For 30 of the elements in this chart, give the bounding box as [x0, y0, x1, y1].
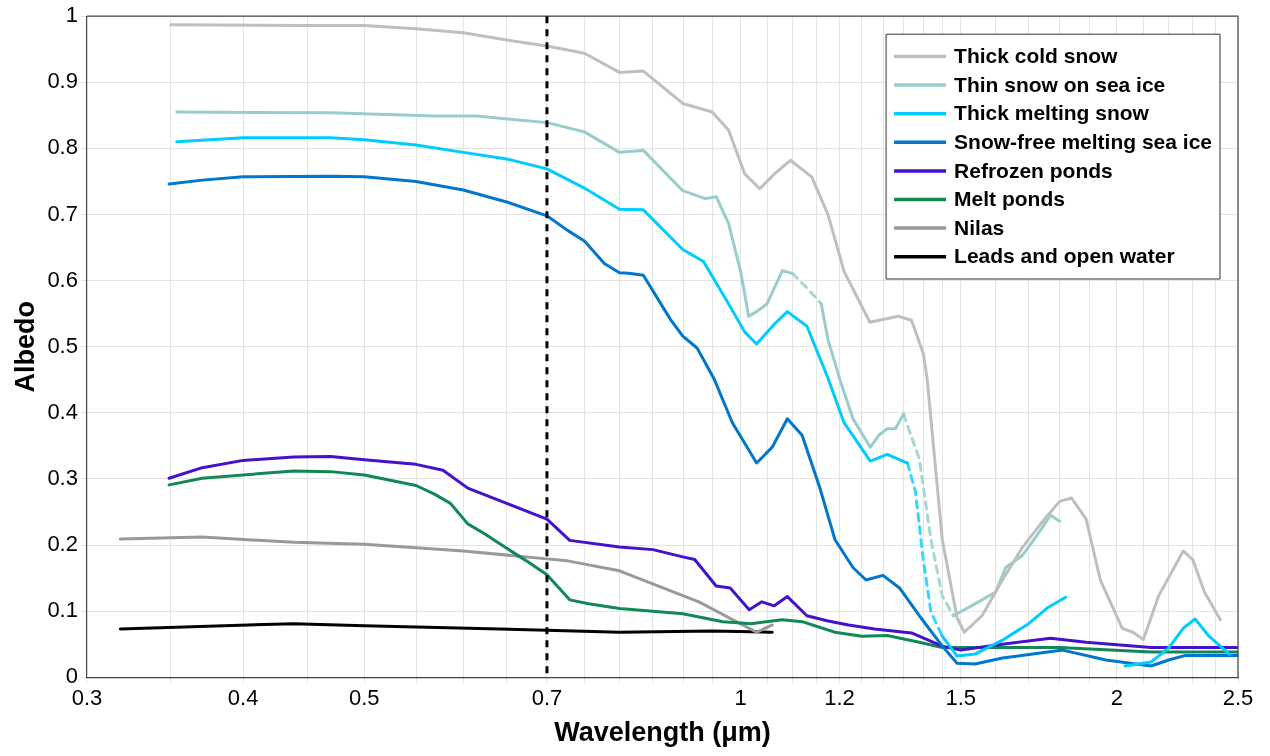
y-tick-label: 0.1: [47, 597, 78, 623]
x-tick-label: 0.7: [531, 685, 563, 711]
y-tick-label: 0.2: [47, 531, 78, 557]
y-axis-title: Albedo: [9, 300, 40, 393]
legend-label: Thick melting snow: [954, 101, 1150, 125]
legend-label: Leads and open water: [954, 244, 1175, 268]
legend-label: Refrozen ponds: [954, 158, 1113, 182]
x-tick-label: 1.5: [945, 685, 976, 711]
y-tick-label: 0: [65, 663, 78, 689]
legend-label: Thick cold snow: [954, 44, 1119, 68]
y-tick-label: 0.6: [47, 266, 78, 292]
x-tick-label: 2: [1110, 685, 1123, 711]
line-series: [906, 461, 944, 638]
legend-label: Thin snow on sea ice: [954, 72, 1166, 96]
y-tick-label: 0.5: [47, 332, 78, 358]
x-tick-label: 1: [734, 685, 747, 711]
x-tick-label: 1.2: [824, 685, 855, 711]
y-tick-label: 0.3: [47, 464, 78, 490]
y-tick-label: 1: [65, 2, 78, 28]
y-tick-label: 0.7: [47, 200, 78, 226]
x-tick-label: 0.5: [349, 685, 380, 711]
legend-label: Nilas: [954, 215, 1005, 239]
legend-label: Snow-free melting sea ice: [954, 130, 1213, 154]
y-tick-label: 0.9: [47, 68, 78, 94]
legend-label: Melt ponds: [954, 187, 1065, 211]
x-tick-label: 2.5: [1222, 685, 1254, 711]
x-tick-label: 0.4: [227, 685, 259, 711]
y-tick-label: 0.4: [47, 398, 78, 424]
y-tick-label: 0.8: [47, 134, 78, 160]
x-axis-title: Wavelength (μm): [554, 717, 771, 748]
